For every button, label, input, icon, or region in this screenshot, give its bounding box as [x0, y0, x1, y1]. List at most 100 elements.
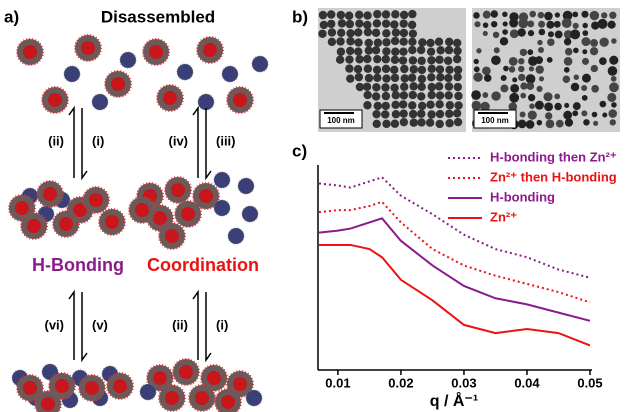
tem-particle — [482, 66, 491, 75]
tem-particle — [364, 28, 372, 36]
micelle-core — [23, 45, 37, 59]
tem-particle — [471, 90, 481, 100]
tem-particle — [391, 37, 399, 45]
tem-particle — [554, 103, 562, 111]
tem-particle — [474, 66, 480, 72]
tem-particle — [608, 21, 616, 29]
arrow-label: (vi) — [45, 317, 65, 332]
tem-particle — [400, 91, 408, 99]
data-line — [319, 202, 590, 302]
tem-particle — [565, 118, 573, 126]
arrow-label: (ii) — [48, 133, 64, 148]
tem-particle — [599, 101, 606, 108]
tem-particle — [548, 31, 554, 37]
legend-label: Zn²⁺ then H-bonding — [490, 169, 617, 184]
tem-particle — [590, 47, 598, 55]
tem-particle — [445, 119, 453, 127]
small-micelle — [92, 94, 108, 110]
tem-particle — [493, 32, 500, 39]
tem-particle — [482, 92, 488, 98]
tem-particle — [327, 20, 335, 28]
tem-particle — [345, 64, 353, 72]
tem-particle — [337, 11, 345, 19]
tem-particle — [372, 46, 380, 54]
tem-particle — [610, 119, 616, 125]
tem-particle — [544, 102, 553, 111]
micelle-core — [105, 215, 119, 229]
tem-particle — [611, 102, 617, 108]
tem-particle — [574, 74, 580, 80]
micelle-core — [15, 201, 29, 215]
tem-particle — [543, 92, 552, 101]
tem-particle — [382, 55, 390, 63]
x-tick-label: 0.01 — [325, 375, 350, 390]
tem-particle — [501, 85, 509, 93]
tem-particle — [546, 21, 554, 29]
tem-particle — [319, 11, 327, 19]
tem-particle — [363, 11, 371, 19]
tem-particle — [529, 11, 536, 18]
tem-particle — [355, 19, 363, 27]
micelle-core — [171, 183, 185, 197]
tem-particle — [382, 10, 390, 18]
scale-label: 100 nm — [327, 116, 355, 125]
tem-particle — [609, 56, 618, 65]
tem-particle — [582, 74, 591, 83]
data-line — [319, 218, 590, 320]
tem-particle — [399, 56, 407, 64]
tem-particle — [417, 92, 425, 100]
tem-particle — [518, 58, 524, 64]
micelle-core — [81, 41, 95, 55]
tem-particle — [503, 21, 508, 26]
tem-particle — [446, 101, 454, 109]
tem-particle — [436, 110, 444, 118]
tem-particle — [409, 91, 417, 99]
equilibrium-arrows — [69, 108, 211, 360]
tem-particle — [444, 74, 452, 82]
tem-particle — [337, 29, 345, 37]
tem-particle — [435, 56, 443, 64]
tem-particle — [539, 76, 544, 81]
small-micelle — [214, 200, 230, 216]
tem-particle — [509, 57, 518, 66]
tem-particle — [582, 49, 587, 54]
tem-particle — [391, 56, 399, 64]
tem-particle — [318, 30, 326, 38]
tem-particle — [529, 103, 535, 109]
tem-particle — [354, 28, 362, 36]
tem-particle — [418, 38, 426, 46]
tem-particle — [372, 110, 380, 118]
tem-particle — [527, 49, 533, 55]
micelle-core — [135, 203, 149, 217]
tem-particle — [538, 12, 544, 18]
tem-particle — [417, 118, 425, 126]
tem-particle — [454, 118, 462, 126]
tem-particle — [435, 100, 443, 108]
tem-particle — [382, 120, 390, 128]
tem-particle — [573, 48, 579, 54]
tem-particle — [363, 91, 371, 99]
x-tick-label: 0.05 — [577, 375, 602, 390]
particles — [9, 35, 268, 412]
micelle-core — [233, 377, 247, 391]
tem-particle — [454, 92, 462, 100]
tem-particle — [563, 75, 570, 82]
tem-particle — [382, 19, 390, 27]
tem-particle — [373, 120, 381, 128]
tem-particle — [409, 29, 417, 37]
tem-particle — [518, 66, 524, 72]
tem-particle — [538, 47, 544, 53]
tem-particle — [564, 67, 570, 73]
micelle-core — [207, 371, 221, 385]
tem-particle — [374, 102, 382, 110]
tem-particle — [382, 29, 390, 37]
tem-particle — [400, 11, 408, 19]
tem-particle — [527, 20, 534, 27]
tem-particle — [502, 29, 508, 35]
small-micelle — [242, 206, 258, 222]
tem-particle — [518, 120, 527, 129]
tem-particle — [582, 95, 588, 101]
tem-particle — [501, 75, 507, 81]
tem-particle — [503, 66, 509, 72]
tem-particle — [518, 18, 528, 28]
